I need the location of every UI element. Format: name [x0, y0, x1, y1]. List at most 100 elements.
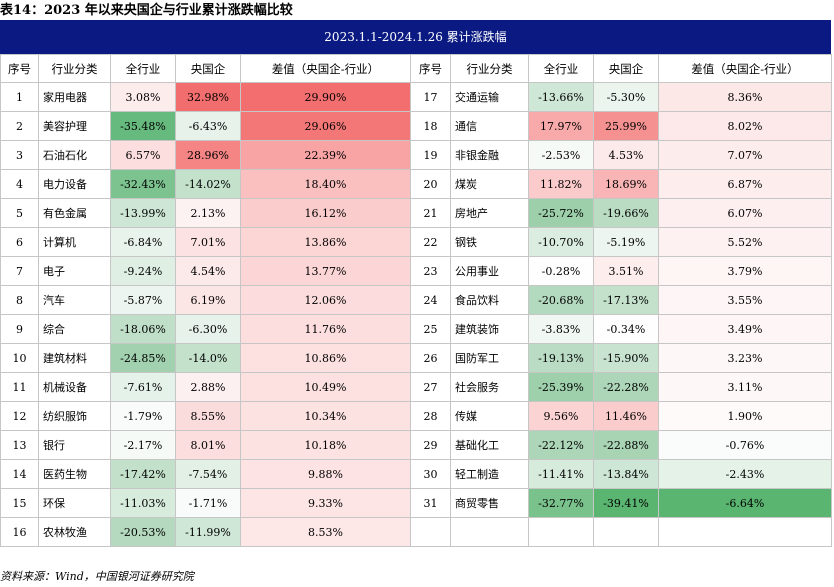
industry-return-cell: -3.83%: [528, 314, 594, 344]
industry-name-cell: 国防军工: [450, 343, 529, 373]
industry-return-cell: -24.85%: [110, 343, 176, 373]
soe-return-cell: -1.71%: [175, 488, 241, 518]
row-number-cell: 30: [410, 459, 451, 489]
table-row: 8 汽车 -5.87% 6.19% 12.06% 24 食品饮料 -20.68% -17.13%…: [0, 285, 832, 315]
industry-return-cell: -11.41%: [528, 459, 594, 489]
industry-name-cell: 煤炭: [450, 169, 529, 199]
industry-name-cell: 美容护理: [38, 111, 111, 141]
row-number-cell: 9: [0, 314, 39, 344]
industry-name-cell: 食品饮料: [450, 285, 529, 315]
industry-return-cell: [528, 517, 594, 547]
difference-cell: 10.86%: [240, 343, 411, 373]
industry-name-cell: 综合: [38, 314, 111, 344]
industry-name-cell: 公用事业: [450, 256, 529, 286]
row-number-cell: 6: [0, 227, 39, 257]
row-number-cell: 7: [0, 256, 39, 286]
table-row: 13 银行 -2.17% 8.01% 10.18% 29 基础化工 -22.12% -22.88…: [0, 430, 832, 460]
soe-return-cell: -22.88%: [593, 430, 659, 460]
soe-return-cell: -15.90%: [593, 343, 659, 373]
difference-cell: 3.23%: [658, 343, 832, 373]
header-cell: 行业分类: [450, 54, 529, 83]
difference-cell: 9.88%: [240, 459, 411, 489]
industry-return-cell: -13.66%: [528, 82, 594, 112]
industry-return-cell: -20.53%: [110, 517, 176, 547]
row-number-cell: 20: [410, 169, 451, 199]
difference-cell: 11.76%: [240, 314, 411, 344]
row-number-cell: 22: [410, 227, 451, 257]
source-note: 资料来源：Wind，中国银河证券研究院: [0, 570, 194, 583]
soe-return-cell: -11.99%: [175, 517, 241, 547]
table-row: 2 美容护理 -35.48% -6.43% 29.06% 18 通信 17.97% 25.99%…: [0, 111, 832, 141]
soe-return-cell: -22.28%: [593, 372, 659, 402]
difference-cell: 10.49%: [240, 372, 411, 402]
soe-return-cell: -39.41%: [593, 488, 659, 518]
soe-return-cell: 8.01%: [175, 430, 241, 460]
difference-cell: 3.55%: [658, 285, 832, 315]
soe-return-cell: -17.13%: [593, 285, 659, 315]
table-row: 15 环保 -11.03% -1.71% 9.33% 31 商贸零售 -32.77% -39.4…: [0, 488, 832, 518]
row-number-cell: 28: [410, 401, 451, 431]
industry-return-cell: -9.24%: [110, 256, 176, 286]
difference-cell: -6.64%: [658, 488, 832, 518]
industry-name-cell: 建筑装饰: [450, 314, 529, 344]
industry-return-cell: -0.28%: [528, 256, 594, 286]
row-number-cell: 14: [0, 459, 39, 489]
industry-return-cell: -19.13%: [528, 343, 594, 373]
row-number-cell: 1: [0, 82, 39, 112]
industry-return-cell: -25.72%: [528, 198, 594, 228]
industry-return-cell: -11.03%: [110, 488, 176, 518]
table-row: 16 农林牧渔 -20.53% -11.99% 8.53%: [0, 517, 832, 547]
header-cell: 序号: [410, 54, 451, 83]
difference-cell: 6.07%: [658, 198, 832, 228]
industry-name-cell: 钢铁: [450, 227, 529, 257]
difference-cell: 3.11%: [658, 372, 832, 402]
soe-return-cell: -0.34%: [593, 314, 659, 344]
industry-name-cell: 基础化工: [450, 430, 529, 460]
row-number-cell: 15: [0, 488, 39, 518]
header-row: 序号 行业分类 全行业 央国企 差值（央国企-行业） 序号 行业分类 全行业 央…: [0, 54, 832, 83]
row-number-cell: [410, 517, 451, 547]
soe-return-cell: 2.13%: [175, 198, 241, 228]
difference-cell: 16.12%: [240, 198, 411, 228]
header-cell: 行业分类: [38, 54, 111, 83]
soe-return-cell: 25.99%: [593, 111, 659, 141]
industry-return-cell: -5.87%: [110, 285, 176, 315]
table-row: 11 机械设备 -7.61% 2.88% 10.49% 27 社会服务 -25.39% -22.…: [0, 372, 832, 402]
soe-return-cell: 3.51%: [593, 256, 659, 286]
difference-cell: 22.39%: [240, 140, 411, 170]
row-number-cell: 19: [410, 140, 451, 170]
header-cell: 央国企: [593, 54, 659, 83]
difference-cell: 8.36%: [658, 82, 832, 112]
industry-name-cell: 传媒: [450, 401, 529, 431]
row-number-cell: 29: [410, 430, 451, 460]
soe-return-cell: -14.0%: [175, 343, 241, 373]
header-cell: 差值（央国企-行业）: [240, 54, 411, 83]
row-number-cell: 5: [0, 198, 39, 228]
industry-return-cell: -25.39%: [528, 372, 594, 402]
soe-return-cell: 7.01%: [175, 227, 241, 257]
industry-name-cell: 轻工制造: [450, 459, 529, 489]
row-number-cell: 3: [0, 140, 39, 170]
row-number-cell: 10: [0, 343, 39, 373]
row-number-cell: 13: [0, 430, 39, 460]
industry-name-cell: 银行: [38, 430, 111, 460]
header-cell: 序号: [0, 54, 39, 83]
difference-cell: 5.52%: [658, 227, 832, 257]
soe-return-cell: 4.54%: [175, 256, 241, 286]
soe-return-cell: [593, 517, 659, 547]
industry-return-cell: 9.56%: [528, 401, 594, 431]
industry-comparison-table: 序号 行业分类 全行业 央国企 差值（央国企-行业） 序号 行业分类 全行业 央…: [0, 54, 832, 547]
soe-return-cell: 11.46%: [593, 401, 659, 431]
industry-return-cell: -18.06%: [110, 314, 176, 344]
difference-cell: 9.33%: [240, 488, 411, 518]
difference-cell: 6.87%: [658, 169, 832, 199]
soe-return-cell: -6.30%: [175, 314, 241, 344]
row-number-cell: 21: [410, 198, 451, 228]
industry-return-cell: -13.99%: [110, 198, 176, 228]
difference-cell: 10.18%: [240, 430, 411, 460]
row-number-cell: 26: [410, 343, 451, 373]
difference-cell: 13.77%: [240, 256, 411, 286]
soe-return-cell: 6.19%: [175, 285, 241, 315]
industry-name-cell: 通信: [450, 111, 529, 141]
industry-return-cell: -2.53%: [528, 140, 594, 170]
